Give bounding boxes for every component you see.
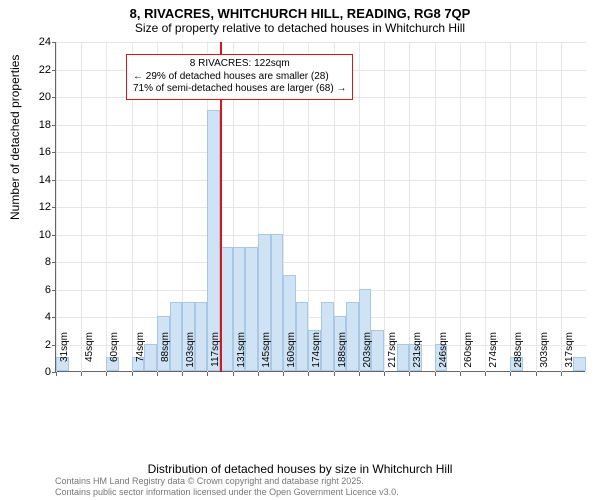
ytick-label: 4 [11,311,51,323]
xtick-label: 188sqm [337,332,348,376]
xtick-mark [359,372,360,376]
gridline-h [56,262,586,263]
plot-wrap: 8 RIVACRES: 122sqm← 29% of detached hous… [55,42,585,412]
xtick-label: 60sqm [109,332,120,376]
ytick-label: 24 [11,36,51,48]
xtick-mark [384,372,385,376]
xtick-label: 217sqm [387,332,398,376]
gridline-v [81,42,82,372]
chart-title-line2: Size of property relative to detached ho… [0,21,600,39]
gridline-v [409,42,410,372]
xtick-label: 74sqm [135,332,146,376]
xtick-mark [233,372,234,376]
annotation-box: 8 RIVACRES: 122sqm← 29% of detached hous… [126,54,353,100]
ytick-label: 2 [11,339,51,351]
xtick-label: 117sqm [210,332,221,376]
xtick-label: 203sqm [362,332,373,376]
xtick-label: 317sqm [564,332,575,376]
histogram-bar [296,302,309,371]
histogram-bar [346,302,359,371]
histogram-bar [245,247,258,371]
gridline-v [56,42,57,372]
xtick-label: 303sqm [539,332,550,376]
histogram-bar [397,344,410,372]
xtick-label: 274sqm [488,332,499,376]
xtick-label: 160sqm [286,332,297,376]
gridline-v [435,42,436,372]
xtick-label: 145sqm [261,332,272,376]
xtick-label: 103sqm [185,332,196,376]
xtick-mark [510,372,511,376]
xtick-mark [207,372,208,376]
attribution: Contains HM Land Registry data © Crown c… [55,476,399,498]
xtick-mark [536,372,537,376]
gridline-v [106,42,107,372]
attribution-line2: Contains public sector information licen… [55,487,399,498]
gridline-v [384,42,385,372]
xtick-mark [283,372,284,376]
xtick-mark [81,372,82,376]
chart-title-line1: 8, RIVACRES, WHITCHURCH HILL, READING, R… [0,0,600,21]
ytick-label: 0 [11,366,51,378]
attribution-line1: Contains HM Land Registry data © Crown c… [55,476,399,487]
ytick-label: 18 [11,119,51,131]
ytick-label: 8 [11,256,51,268]
histogram-bar [321,302,334,371]
gridline-v [460,42,461,372]
ytick-label: 12 [11,201,51,213]
xtick-mark [106,372,107,376]
ytick-label: 10 [11,229,51,241]
y-axis-label: Number of detached properties [8,55,22,220]
gridline-v [536,42,537,372]
xtick-mark [435,372,436,376]
annotation-line2: ← 29% of detached houses are smaller (28… [133,71,346,84]
ytick-label: 20 [11,91,51,103]
histogram-bar [170,302,183,371]
xtick-label: 174sqm [311,332,322,376]
xtick-label: 31sqm [59,332,70,376]
ytick-label: 14 [11,174,51,186]
gridline-v [561,42,562,372]
xtick-mark [485,372,486,376]
x-axis-label: Distribution of detached houses by size … [0,462,600,476]
xtick-mark [132,372,133,376]
ytick-label: 22 [11,64,51,76]
gridline-h [56,207,586,208]
xtick-mark [409,372,410,376]
histogram-bar [195,302,208,371]
xtick-mark [157,372,158,376]
xtick-mark [56,372,57,376]
ytick-label: 6 [11,284,51,296]
xtick-label: 260sqm [463,332,474,376]
annotation-line1: 8 RIVACRES: 122sqm [133,58,346,71]
histogram-bar [144,344,157,372]
xtick-label: 288sqm [513,332,524,376]
ytick-label: 16 [11,146,51,158]
xtick-label: 88sqm [160,332,171,376]
xtick-mark [308,372,309,376]
histogram-bar [573,357,586,371]
xtick-mark [258,372,259,376]
xtick-label: 246sqm [438,332,449,376]
gridline-h [56,235,586,236]
plot-area: 8 RIVACRES: 122sqm← 29% of detached hous… [55,42,585,372]
histogram-bar [271,234,284,372]
gridline-h [56,290,586,291]
gridline-h [56,180,586,181]
xtick-label: 231sqm [412,332,423,376]
histogram-bar [371,330,384,371]
gridline-h [56,42,586,43]
xtick-label: 131sqm [236,332,247,376]
gridline-h [56,125,586,126]
xtick-mark [561,372,562,376]
xtick-label: 45sqm [84,332,95,376]
xtick-mark [460,372,461,376]
gridline-v [485,42,486,372]
gridline-v [510,42,511,372]
annotation-line3: 71% of semi-detached houses are larger (… [133,83,346,96]
xtick-mark [182,372,183,376]
gridline-h [56,152,586,153]
xtick-mark [334,372,335,376]
